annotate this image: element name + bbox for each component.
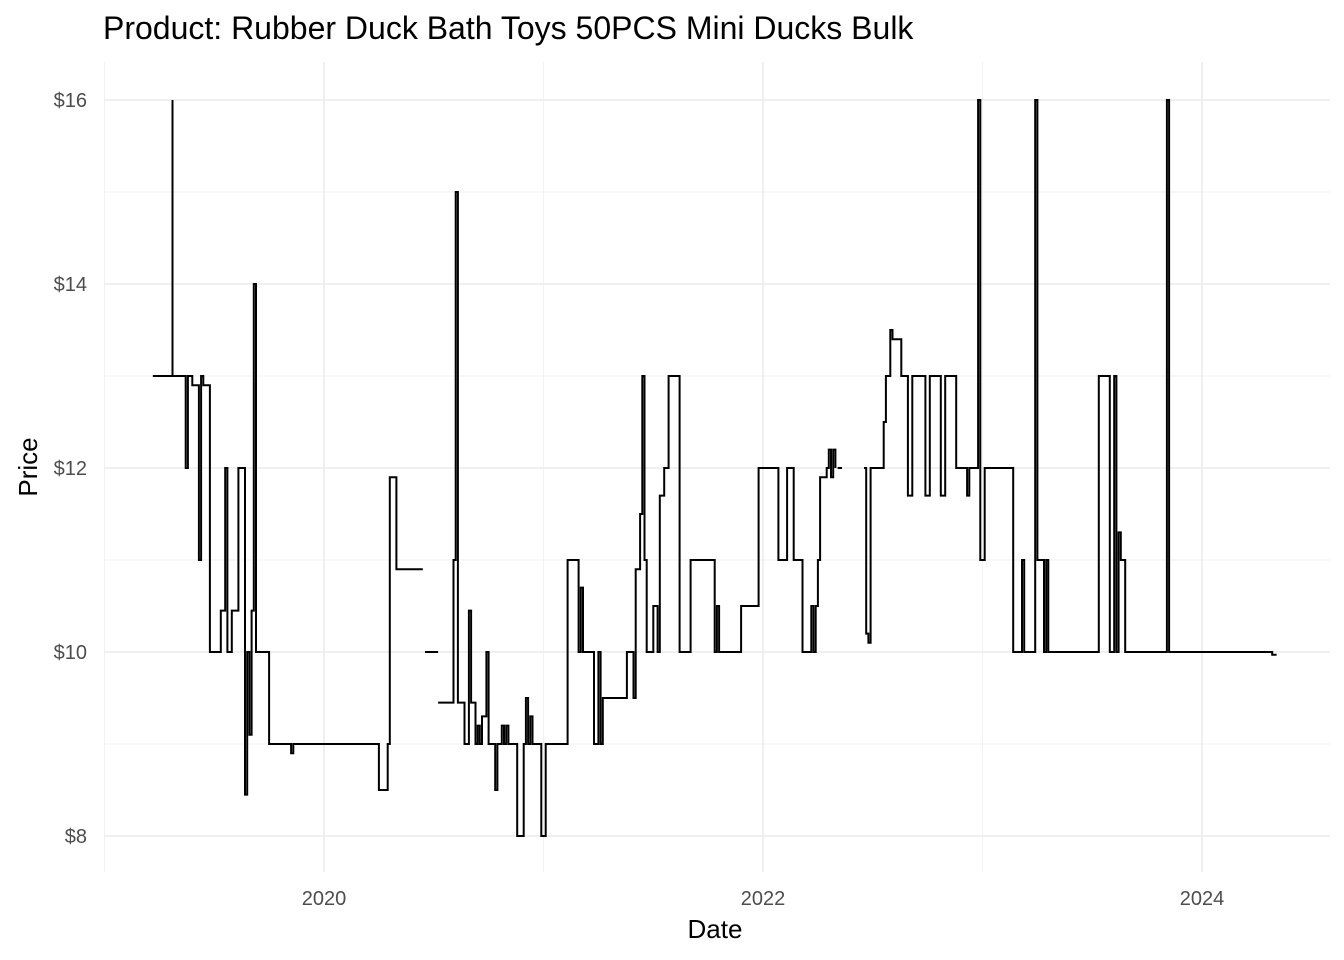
x-tick-label: 2022: [741, 888, 786, 910]
minor-gridlines: [104, 62, 1330, 872]
y-axis-tick-labels: $8 $10 $12 $14 $16: [54, 90, 87, 848]
price-line-segment: [864, 99, 1277, 656]
x-axis-tick-labels: 2020 2022 2024: [302, 888, 1225, 910]
x-tick-label: 2024: [1180, 888, 1225, 910]
y-tick-label: $14: [54, 274, 87, 296]
major-gridlines: [104, 62, 1330, 872]
y-axis-title: Price: [13, 437, 43, 496]
y-tick-label: $16: [54, 90, 87, 112]
y-tick-label: $12: [54, 458, 87, 480]
chart-title: Product: Rubber Duck Bath Toys 50PCS Min…: [103, 10, 914, 46]
x-tick-label: 2020: [302, 888, 347, 910]
y-tick-label: $10: [54, 642, 87, 664]
price-series: [152, 99, 1277, 837]
price-line-segment: [438, 191, 837, 837]
y-tick-label: $8: [65, 826, 87, 848]
x-axis-title: Date: [688, 914, 743, 944]
price-line-segment: [152, 100, 423, 796]
